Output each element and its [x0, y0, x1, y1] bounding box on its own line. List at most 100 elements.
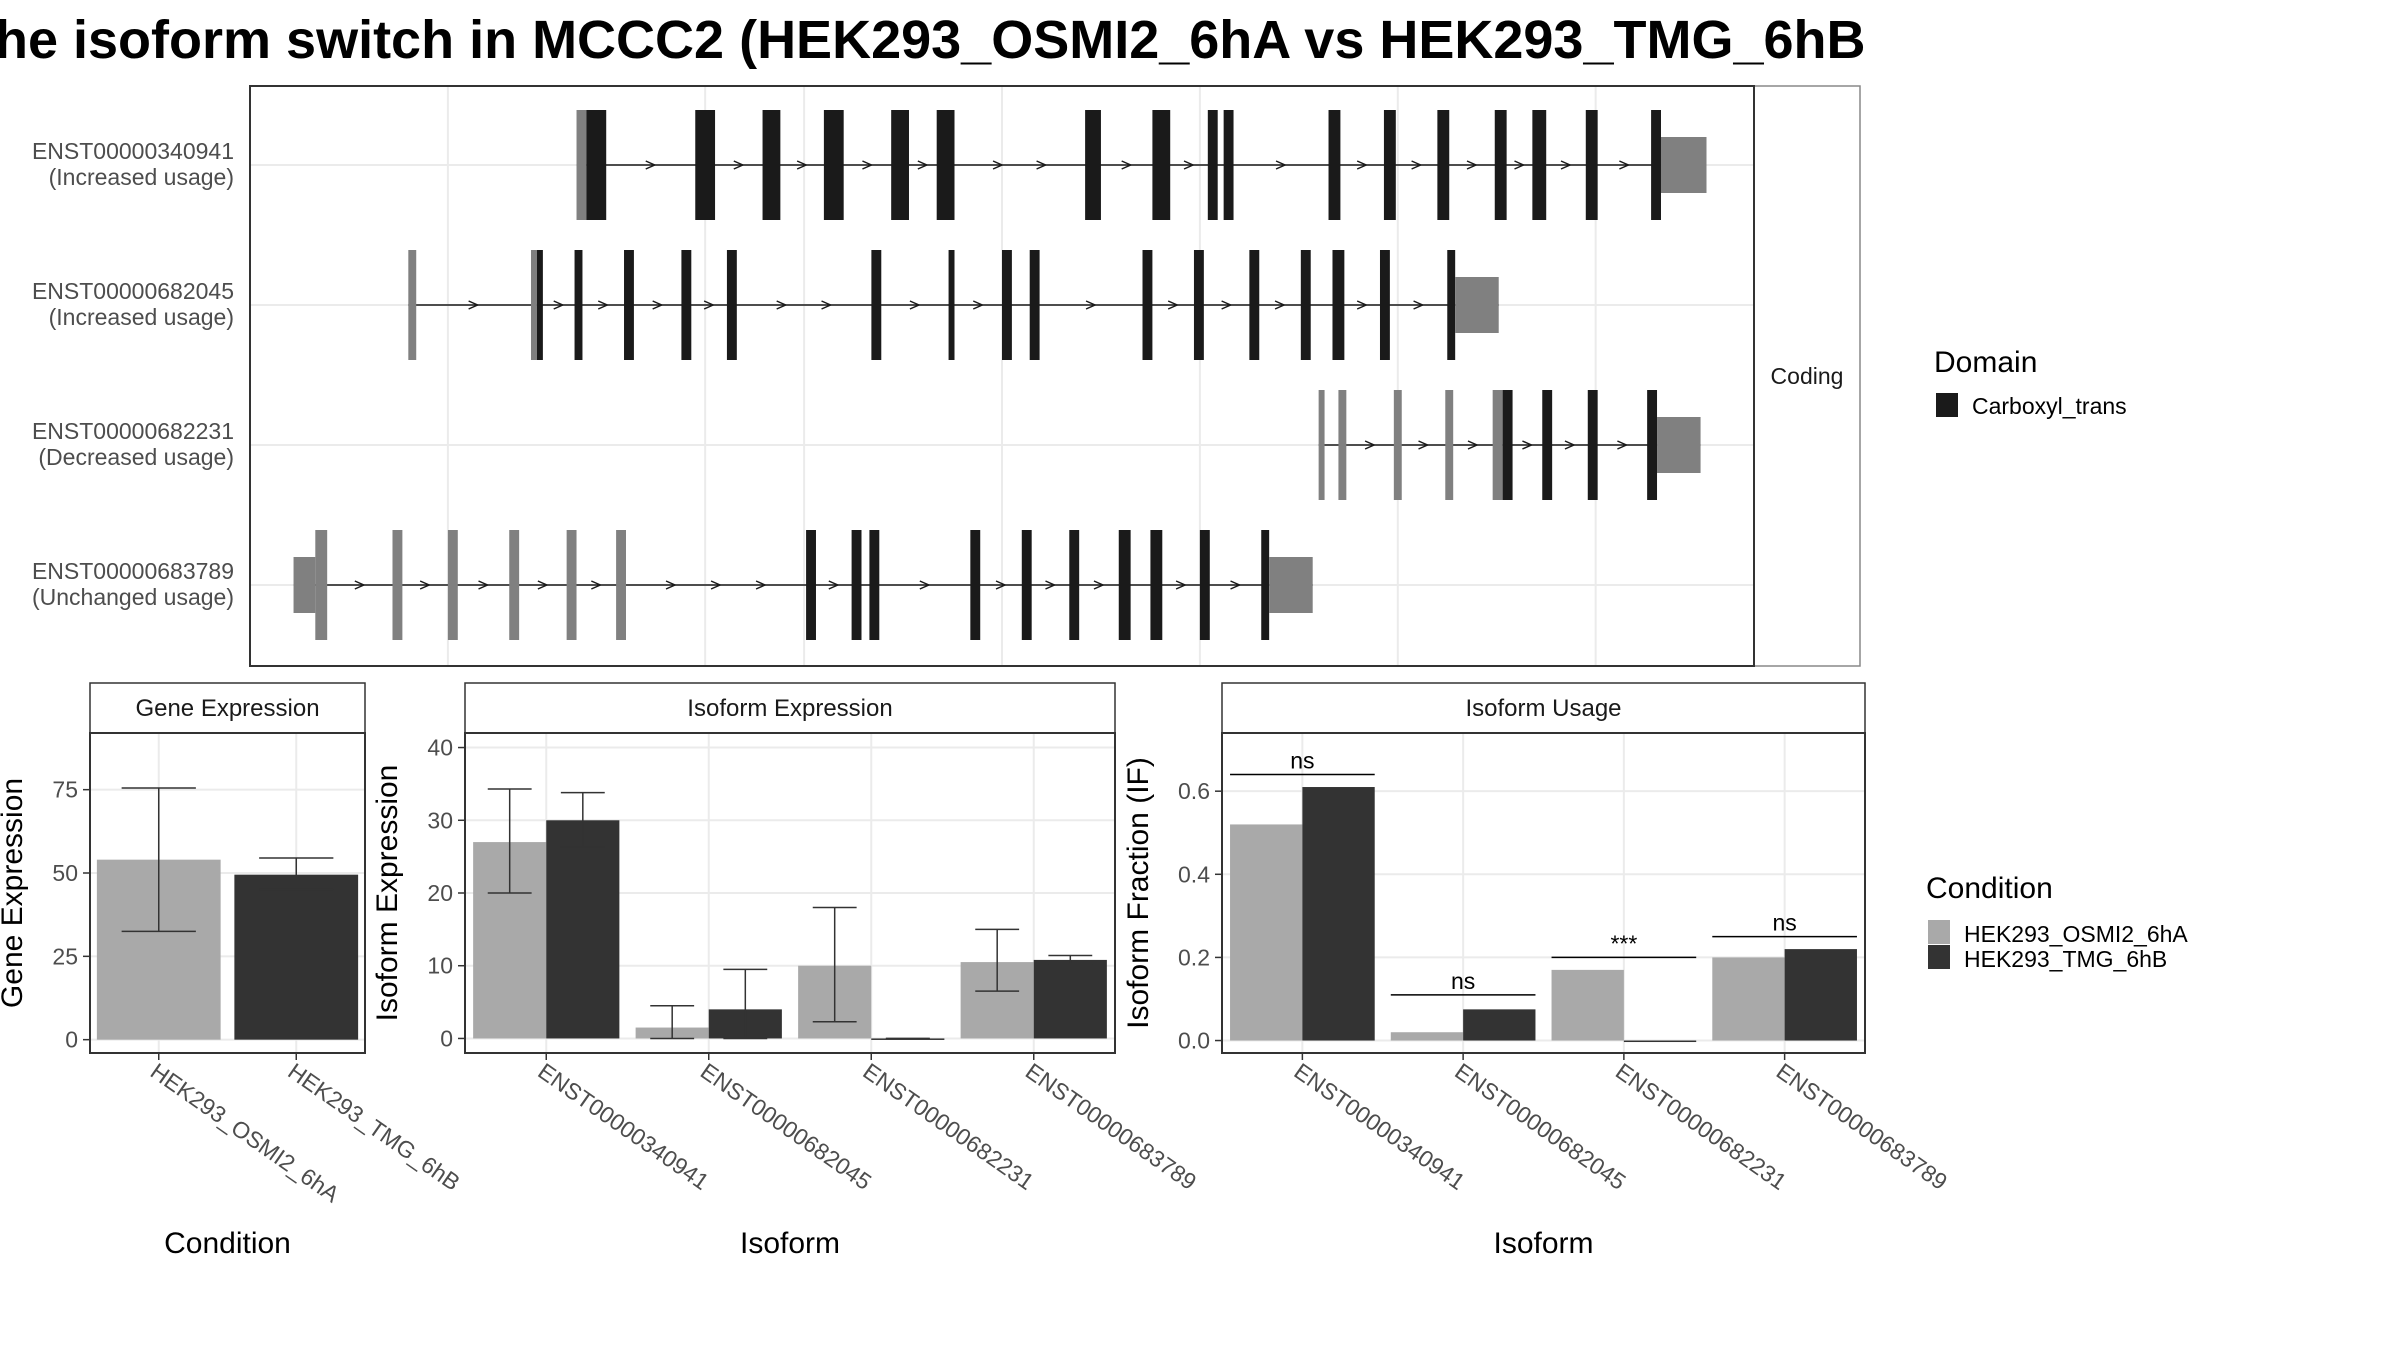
x-tick-label: ENST00000683789 — [1021, 1058, 1201, 1195]
coding-exon — [1585, 110, 1598, 220]
domain-legend-key — [1936, 393, 1958, 417]
coding-exon — [1029, 250, 1040, 360]
noncoding-exon — [576, 110, 587, 220]
x-tick-label: ENST00000682231 — [1611, 1058, 1791, 1195]
isoform-expression-chart: Isoform Expression 0 10 20 30 40 ENST000003409… — [371, 682, 1201, 1260]
transcript-id-label: ENST00000682231 — [32, 418, 234, 444]
intron-direction-arrow — [1356, 300, 1369, 310]
transcript-usage-label: (Unchanged usage) — [32, 584, 234, 610]
noncoding-exon — [315, 530, 328, 640]
x-axis-label: Isoform — [740, 1227, 840, 1260]
coding-exon — [1199, 530, 1210, 640]
coding-exon — [726, 250, 737, 360]
condition-legend-key — [1928, 920, 1950, 944]
intron-direction-arrow — [1564, 440, 1576, 450]
plot-border — [1221, 732, 1866, 1054]
coding-exon — [1383, 110, 1396, 220]
noncoding-exon — [616, 530, 626, 640]
coding-exon — [871, 250, 882, 360]
transcript-id-label: ENST00000683789 — [32, 558, 234, 584]
intron-direction-arrow — [1617, 440, 1629, 450]
intron-direction-arrow — [1275, 160, 1287, 170]
bar — [1712, 957, 1785, 1041]
bar — [1463, 1009, 1536, 1041]
intron-direction-arrow — [1175, 580, 1187, 590]
x-tick-label: ENST00000682045 — [696, 1058, 876, 1195]
coding-exon — [970, 530, 981, 640]
y-tick-label: 30 — [427, 807, 453, 833]
intron-direction-arrow — [1514, 160, 1526, 170]
noncoding-exon — [1338, 390, 1347, 500]
plot-border — [89, 732, 366, 1054]
intron-direction-arrow — [710, 580, 722, 590]
noncoding-exon — [1492, 390, 1503, 500]
isoform-usage-chart: Isoform Usage 0.0 0.2 0.4 0.6 ENST00000340941… — [1122, 682, 1952, 1260]
transcript-usage-label: (Increased usage) — [49, 164, 234, 190]
x-axis-label: Condition — [164, 1227, 291, 1260]
intron-direction-arrow — [1036, 160, 1048, 170]
coding-exon — [1332, 250, 1345, 360]
coding-exon — [1328, 110, 1341, 220]
y-tick-label: 25 — [52, 943, 78, 969]
bar — [1033, 959, 1107, 1039]
noncoding-exon — [509, 530, 520, 640]
chart-title-strip — [1221, 682, 1866, 734]
coding-exon — [1069, 530, 1080, 640]
coding-exon — [1118, 530, 1131, 640]
y-tick-label: 10 — [427, 953, 453, 979]
coding-exon — [851, 530, 862, 640]
coding-exon — [1261, 530, 1270, 640]
coding-exon — [936, 110, 955, 220]
noncoding-exon — [1660, 137, 1707, 193]
x-tick-label: ENST00000340941 — [1290, 1058, 1470, 1195]
coding-exon — [869, 530, 880, 640]
bar — [1551, 969, 1624, 1041]
condition-legend-label: HEK293_TMG_6hB — [1964, 946, 2167, 972]
chart-title: Gene Expression — [135, 695, 319, 722]
figure-title: he isoform switch in MCCC2 (HEK293_OSMI2… — [0, 10, 1866, 70]
bar — [546, 820, 620, 1039]
noncoding-exon — [1657, 417, 1701, 473]
intron-direction-arrow — [1466, 160, 1478, 170]
bar — [1302, 787, 1375, 1041]
intron-direction-arrow — [1619, 160, 1631, 170]
x-tick-label: ENST00000340941 — [533, 1058, 713, 1195]
intron-direction-arrow — [1364, 440, 1376, 450]
bar — [1230, 824, 1303, 1041]
intron-direction-arrow — [652, 300, 664, 310]
chart-title: Isoform Usage — [1465, 695, 1621, 722]
noncoding-exon — [408, 250, 417, 360]
intron-direction-arrow — [1467, 440, 1479, 450]
y-tick-label: 50 — [52, 860, 78, 886]
y-tick-label: 0.4 — [1178, 861, 1210, 887]
plot-border — [464, 732, 1116, 1054]
x-axis-label: Isoform — [1493, 1227, 1593, 1260]
bar — [1623, 1040, 1697, 1043]
intron-direction-arrow — [419, 580, 431, 590]
intron-direction-arrow — [1121, 160, 1133, 170]
intron-direction-arrow — [796, 160, 808, 170]
y-tick-label: 20 — [427, 880, 453, 906]
coding-exon — [1223, 110, 1234, 220]
intron-direction-arrow — [1183, 160, 1195, 170]
noncoding-exon — [1318, 390, 1325, 500]
domain-legend-title: Domain — [1934, 346, 2037, 379]
coding-exon — [1021, 530, 1032, 640]
y-tick-label: 0.0 — [1178, 1028, 1210, 1054]
intron-direction-arrow — [553, 300, 565, 310]
coding-exon — [1152, 110, 1171, 220]
y-tick-label: 0 — [440, 1025, 453, 1051]
intron-direction-arrow — [1560, 160, 1572, 170]
noncoding-exon — [1393, 390, 1402, 500]
x-tick-label: ENST00000682045 — [1450, 1058, 1630, 1195]
intron-direction-arrow — [821, 300, 833, 310]
intron-direction-arrow — [1085, 300, 1097, 310]
y-tick-label: 0 — [65, 1027, 78, 1053]
noncoding-exon — [1269, 557, 1313, 613]
coding-exon — [624, 250, 634, 360]
intron-direction-arrow — [1418, 440, 1430, 450]
intron-direction-arrow — [776, 300, 788, 310]
intron-direction-arrow — [755, 580, 767, 590]
